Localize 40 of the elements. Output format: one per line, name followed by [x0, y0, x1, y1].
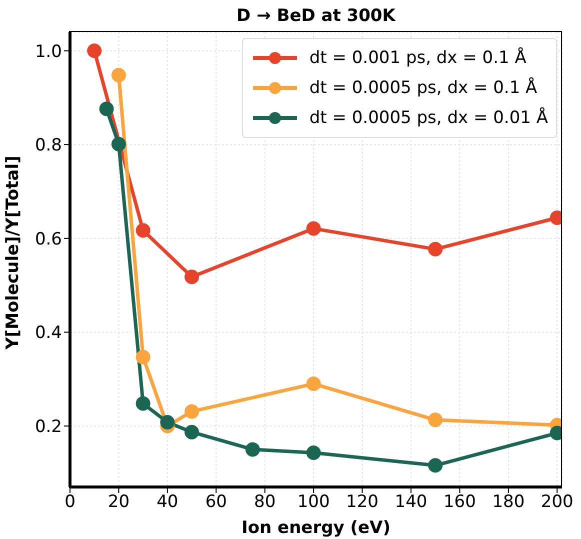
x-tick-label: 60 [205, 492, 227, 512]
legend-label: dt = 0.0005 ps, dx = 0.01 Å [309, 108, 548, 128]
y-tick-label: 0.4 [34, 323, 62, 344]
point [99, 102, 114, 116]
point [245, 442, 260, 457]
x-tick-label: 80 [254, 492, 276, 512]
point [136, 223, 150, 238]
x-tick-label: 20 [108, 492, 130, 512]
point [306, 446, 321, 460]
y-tick-label: 0.6 [34, 229, 62, 250]
point [428, 412, 443, 428]
point [428, 242, 443, 256]
x-tick-label: 160 [443, 492, 476, 512]
point [111, 136, 126, 152]
point [306, 221, 321, 236]
point [184, 424, 200, 440]
y-tick-label: 0.2 [34, 417, 62, 438]
y-tick-label: 0.8 [34, 136, 62, 156]
point [87, 44, 102, 58]
y-axis-title: Y[Molecule]/Y[Total] [3, 156, 24, 350]
point [136, 350, 150, 364]
point [160, 415, 175, 430]
x-tick-label: 140 [394, 492, 428, 512]
x-axis-title: Ion energy (eV) [242, 518, 390, 538]
x-tick-label: 40 [156, 492, 178, 512]
y-tick-label: 1.0 [34, 42, 62, 62]
legend-label: dt = 0.0005 ps, dx = 0.1 Å [309, 78, 538, 98]
point [184, 404, 200, 419]
point [306, 376, 321, 392]
x-tick-label: 120 [346, 492, 379, 512]
point [184, 270, 200, 284]
x-tick-label: 180 [492, 492, 525, 512]
legend-label: dt = 0.001 ps, dx = 0.1 Å [309, 48, 526, 68]
point [136, 396, 150, 411]
chart-title: D → BeD at 300K [236, 6, 397, 26]
x-tick-label: 100 [297, 492, 330, 512]
point [111, 68, 126, 82]
point [428, 458, 443, 473]
x-tick-label: 0 [64, 492, 76, 512]
x-tick-label: 200 [540, 492, 574, 512]
